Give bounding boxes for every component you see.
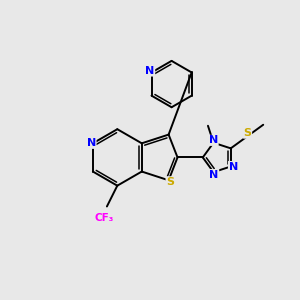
Text: N: N [209,135,218,146]
Text: N: N [87,138,96,148]
Text: S: S [244,128,252,138]
Text: N: N [146,66,154,76]
Text: N: N [229,161,238,172]
Text: S: S [166,177,174,187]
Text: N: N [209,169,219,179]
Text: CF₃: CF₃ [94,213,114,224]
